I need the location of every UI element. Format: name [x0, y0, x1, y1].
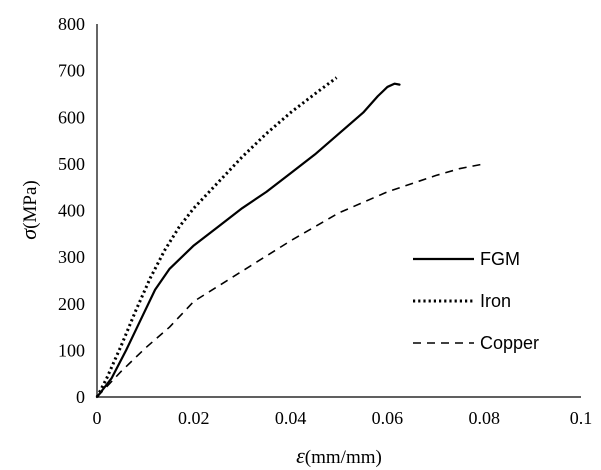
- y-tick-label: 600: [58, 107, 85, 127]
- y-tick-label: 300: [58, 247, 85, 267]
- legend-label-fgm: FGM: [480, 249, 520, 269]
- y-tick-labels: 0 100 200 300 400 500 600 700 800: [58, 14, 85, 407]
- series-line-fgm: [95, 82, 401, 399]
- legend: FGM Iron Copper: [413, 249, 539, 353]
- legend-label-copper: Copper: [480, 333, 539, 353]
- x-tick-label: 0.04: [275, 408, 307, 428]
- x-tick-label: 0.08: [468, 408, 500, 428]
- legend-label-iron: Iron: [480, 291, 511, 311]
- y-axis-unit: (MPa): [20, 180, 41, 229]
- x-tick-label: 0.06: [372, 408, 404, 428]
- series-layer: [95, 76, 485, 399]
- x-axis-unit: (mm/mm): [305, 447, 382, 468]
- x-axis-symbol: ε: [296, 443, 305, 468]
- x-tick-label: 0.02: [178, 408, 210, 428]
- x-tick-label: 0.1: [570, 408, 593, 428]
- y-axis-symbol: σ: [16, 228, 41, 240]
- x-tick-labels: 0 0.02 0.04 0.06 0.08 0.1: [93, 408, 593, 428]
- y-tick-label: 0: [76, 387, 85, 407]
- y-tick-label: 500: [58, 154, 85, 174]
- y-axis-title: σ(MPa): [16, 180, 41, 239]
- x-tick-label: 0: [93, 408, 102, 428]
- y-tick-label: 700: [58, 61, 85, 81]
- y-tick-label: 800: [58, 14, 85, 34]
- series-line-iron: [95, 76, 338, 398]
- x-axis-title: ε(mm/mm): [296, 443, 382, 468]
- y-tick-label: 100: [58, 340, 85, 360]
- y-tick-label: 200: [58, 294, 85, 314]
- y-tick-label: 400: [58, 201, 85, 221]
- series-line-copper: [96, 163, 485, 398]
